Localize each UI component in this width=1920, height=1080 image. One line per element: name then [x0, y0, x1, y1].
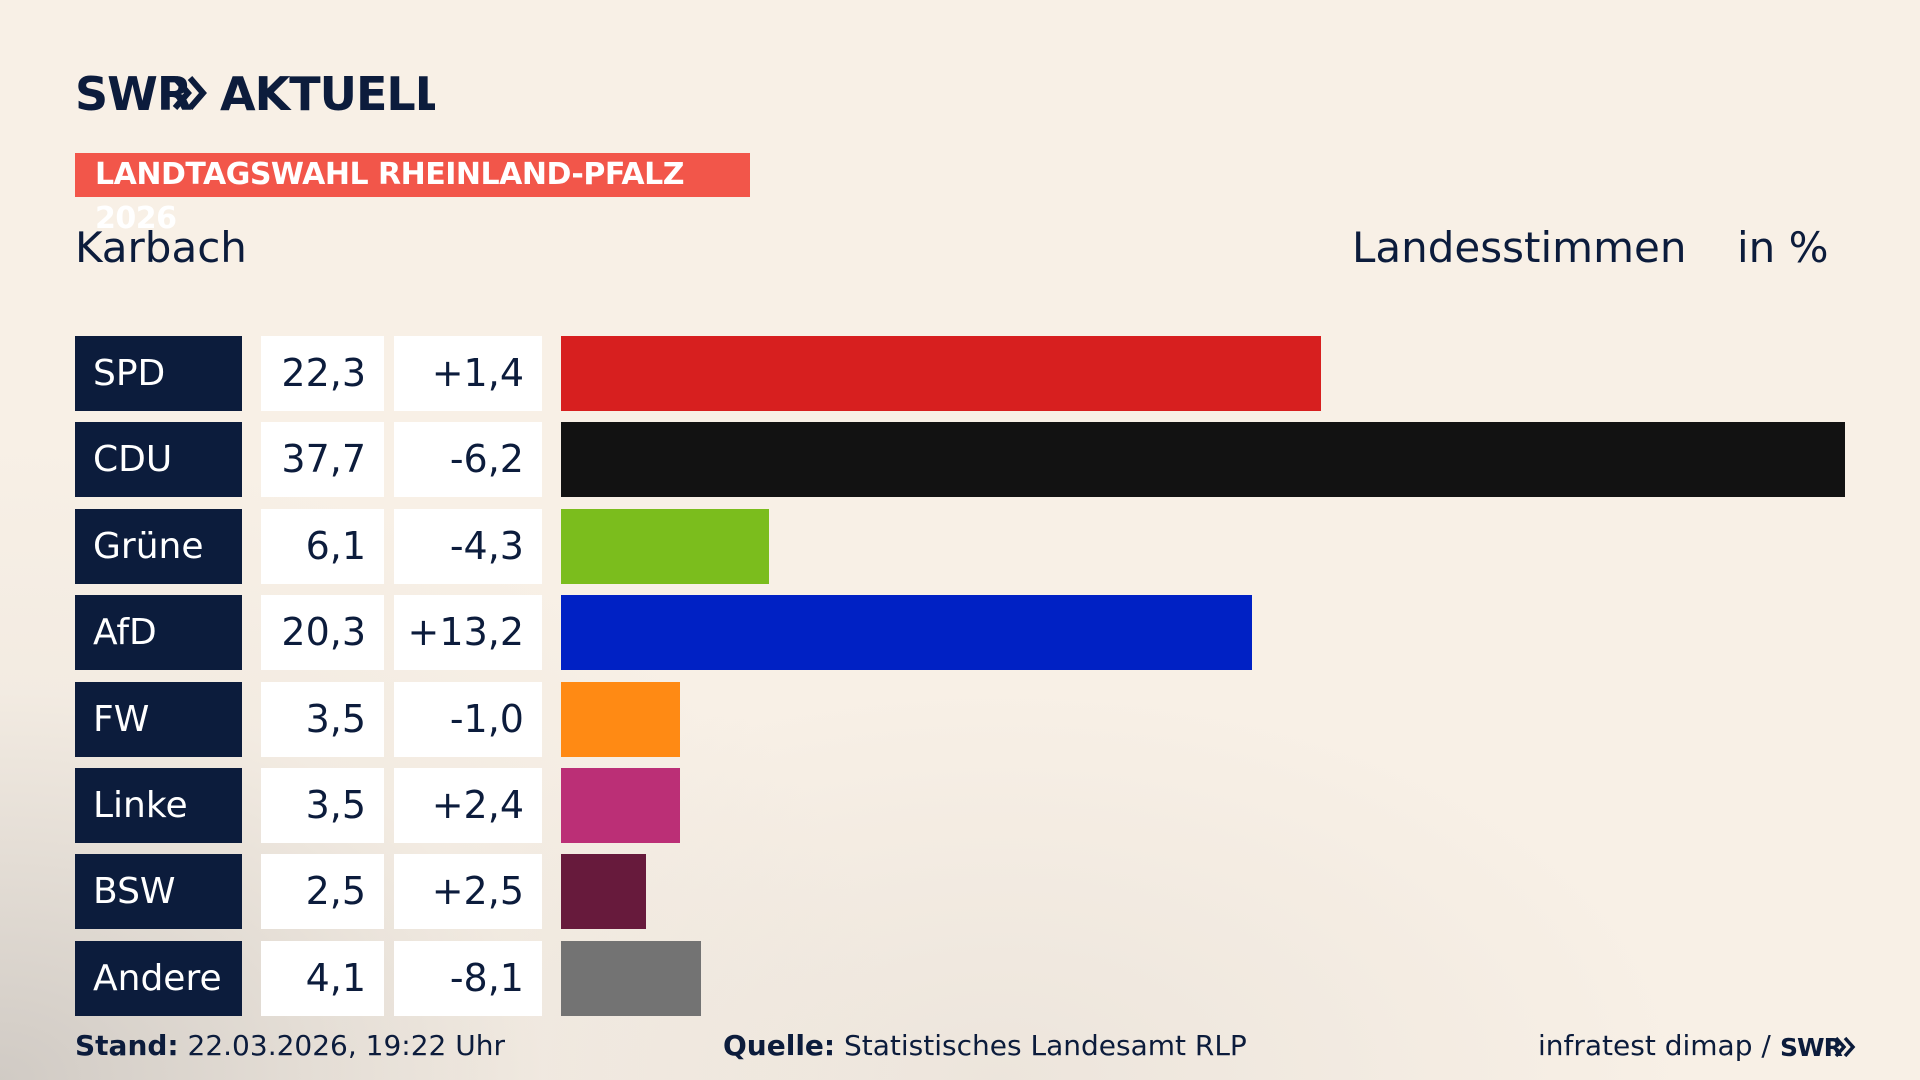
vote-share-label: 22,3 [261, 336, 384, 411]
change-label: +2,4 [394, 768, 542, 843]
result-bar [561, 509, 769, 584]
result-bar [561, 682, 680, 757]
result-bar [561, 768, 680, 843]
credit-text: infratest dimap / [1538, 1029, 1771, 1062]
swr-small-logo-text: SWR [1780, 1033, 1843, 1062]
vote-share-label: 3,5 [261, 768, 384, 843]
aktuell-logo-text: AKTUELL [220, 68, 435, 118]
place-title: Karbach [75, 223, 247, 272]
result-bar [561, 336, 1321, 411]
party-label: FW [75, 682, 242, 757]
unit-label: in % [1737, 223, 1829, 272]
vote-share-label: 37,7 [261, 422, 384, 497]
party-label: Andere [75, 941, 242, 1016]
party-label: SPD [75, 336, 242, 411]
swr-logo-text: SWR [75, 68, 192, 118]
result-bar [561, 595, 1252, 670]
source-label: Quelle: [723, 1029, 836, 1062]
swr-aktuell-logo: SWR AKTUELL [75, 68, 435, 118]
vote-share-label: 3,5 [261, 682, 384, 757]
change-label: -1,0 [394, 682, 542, 757]
stand-label: Stand: [75, 1029, 179, 1062]
vote-share-label: 20,3 [261, 595, 384, 670]
chevron-double-icon [1834, 1036, 1856, 1058]
party-label: BSW [75, 854, 242, 929]
party-label: Linke [75, 768, 242, 843]
result-bar [561, 854, 646, 929]
result-bar [561, 941, 701, 1016]
vote-share-label: 2,5 [261, 854, 384, 929]
stand-footer: Stand: 22.03.2026, 19:22 Uhr [75, 1028, 505, 1064]
metric-label: Landesstimmen [1352, 223, 1687, 272]
change-label: +2,5 [394, 854, 542, 929]
stand-value: 22.03.2026, 19:22 Uhr [187, 1029, 505, 1062]
party-label: Grüne [75, 509, 242, 584]
credit-footer: infratest dimap / SWR [1538, 1028, 1860, 1064]
party-label: AfD [75, 595, 242, 670]
chevron-double-icon [172, 76, 207, 110]
election-banner: LANDTAGSWAHL RHEINLAND-PFALZ 2026 [75, 153, 750, 236]
change-label: +13,2 [394, 595, 542, 670]
change-label: -8,1 [394, 941, 542, 1016]
swr-small-logo: SWR [1780, 1033, 1856, 1062]
source-value: Statistisches Landesamt RLP [844, 1029, 1247, 1062]
vote-share-label: 6,1 [261, 509, 384, 584]
change-label: -6,2 [394, 422, 542, 497]
source-footer: Quelle: Statistisches Landesamt RLP [723, 1028, 1247, 1064]
vote-share-label: 4,1 [261, 941, 384, 1016]
party-label: CDU [75, 422, 242, 497]
change-label: -4,3 [394, 509, 542, 584]
change-label: +1,4 [394, 336, 542, 411]
result-bar [561, 422, 1845, 497]
